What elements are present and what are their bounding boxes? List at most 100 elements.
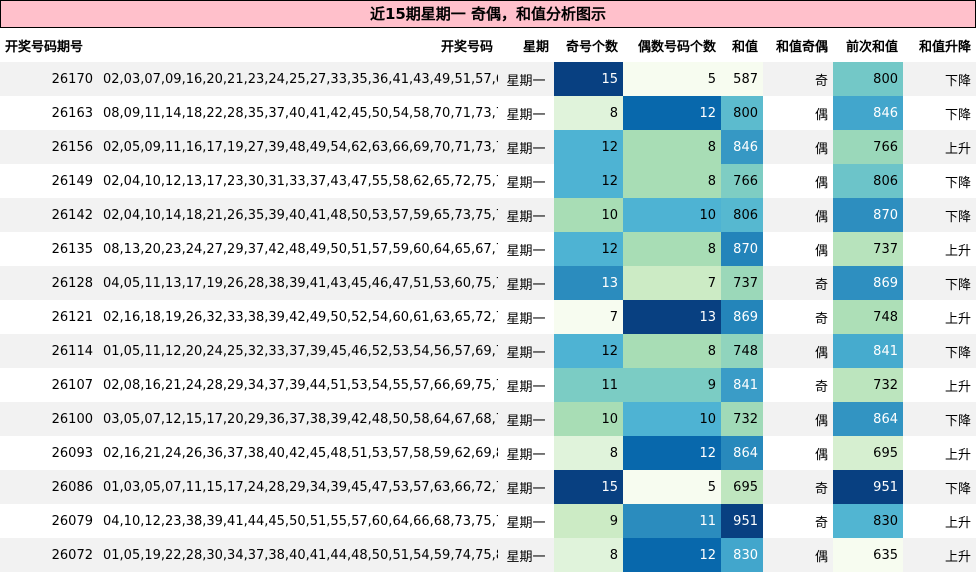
cell-issue: 26128 xyxy=(0,266,98,300)
cell-weekday: 星期一 xyxy=(498,402,554,436)
cell-numbers: 02,16,21,24,26,36,37,38,40,42,45,48,51,5… xyxy=(98,436,498,470)
table-row[interactable]: 26156 02,05,09,11,16,17,19,27,39,48,49,54… xyxy=(0,130,976,164)
header-odd-count[interactable]: 奇号个数 xyxy=(554,28,623,62)
table-row[interactable]: 26121 02,16,18,19,26,32,33,38,39,42,49,50… xyxy=(0,300,976,334)
cell-sum-parity: 偶 xyxy=(763,164,833,198)
cell-sum-parity: 偶 xyxy=(763,232,833,266)
header-numbers[interactable]: 开奖号码 xyxy=(98,28,498,62)
cell-even-count: 10 xyxy=(623,402,721,436)
cell-sum-parity: 奇 xyxy=(763,266,833,300)
cell-trend: 下降 xyxy=(903,334,976,368)
cell-sum-parity: 偶 xyxy=(763,334,833,368)
cell-even-count: 8 xyxy=(623,232,721,266)
cell-even-count: 10 xyxy=(623,198,721,232)
cell-prev-sum: 951 xyxy=(833,470,903,504)
cell-prev-sum: 846 xyxy=(833,96,903,130)
cell-sum: 869 xyxy=(721,300,763,334)
table-row[interactable]: 26149 02,04,10,12,13,17,23,30,31,33,37,43… xyxy=(0,164,976,198)
cell-prev-sum: 841 xyxy=(833,334,903,368)
cell-trend: 下降 xyxy=(903,198,976,232)
cell-trend: 上升 xyxy=(903,300,976,334)
cell-prev-sum: 748 xyxy=(833,300,903,334)
cell-sum: 830 xyxy=(721,538,763,572)
cell-even-count: 8 xyxy=(623,334,721,368)
cell-odd-count: 7 xyxy=(554,300,623,334)
header-prev-sum[interactable]: 前次和值 xyxy=(833,28,903,62)
cell-sum-parity: 奇 xyxy=(763,470,833,504)
cell-odd-count: 12 xyxy=(554,164,623,198)
cell-numbers: 02,04,10,12,13,17,23,30,31,33,37,43,47,5… xyxy=(98,164,498,198)
cell-numbers: 02,16,18,19,26,32,33,38,39,42,49,50,52,5… xyxy=(98,300,498,334)
cell-numbers: 02,04,10,14,18,21,26,35,39,40,41,48,50,5… xyxy=(98,198,498,232)
cell-prev-sum: 766 xyxy=(833,130,903,164)
cell-even-count: 7 xyxy=(623,266,721,300)
cell-sum-parity: 偶 xyxy=(763,402,833,436)
cell-weekday: 星期一 xyxy=(498,334,554,368)
cell-odd-count: 13 xyxy=(554,266,623,300)
cell-sum-parity: 奇 xyxy=(763,300,833,334)
cell-trend: 上升 xyxy=(903,130,976,164)
cell-odd-count: 15 xyxy=(554,470,623,504)
cell-issue: 26114 xyxy=(0,334,98,368)
cell-prev-sum: 695 xyxy=(833,436,903,470)
table-row[interactable]: 26072 01,05,19,22,28,30,34,37,38,40,41,44… xyxy=(0,538,976,572)
cell-trend: 上升 xyxy=(903,436,976,470)
cell-trend: 下降 xyxy=(903,96,976,130)
cell-prev-sum: 870 xyxy=(833,198,903,232)
cell-sum: 695 xyxy=(721,470,763,504)
cell-even-count: 9 xyxy=(623,368,721,402)
table-row[interactable]: 26114 01,05,11,12,20,24,25,32,33,37,39,45… xyxy=(0,334,976,368)
cell-odd-count: 12 xyxy=(554,130,623,164)
cell-numbers: 03,05,07,12,15,17,20,29,36,37,38,39,42,4… xyxy=(98,402,498,436)
table-row[interactable]: 26163 08,09,11,14,18,22,28,35,37,40,41,42… xyxy=(0,96,976,130)
header-weekday[interactable]: 星期 xyxy=(498,28,554,62)
table-row[interactable]: 26135 08,13,20,23,24,27,29,37,42,48,49,50… xyxy=(0,232,976,266)
cell-sum-parity: 偶 xyxy=(763,436,833,470)
table-row[interactable]: 26079 04,10,12,23,38,39,41,44,45,50,51,55… xyxy=(0,504,976,538)
table-row[interactable]: 26107 02,08,16,21,24,28,29,34,37,39,44,51… xyxy=(0,368,976,402)
cell-issue: 26156 xyxy=(0,130,98,164)
cell-weekday: 星期一 xyxy=(498,368,554,402)
cell-odd-count: 12 xyxy=(554,334,623,368)
header-even-count[interactable]: 偶数号码个数 xyxy=(623,28,721,62)
cell-sum-parity: 偶 xyxy=(763,538,833,572)
cell-trend: 下降 xyxy=(903,402,976,436)
table-row[interactable]: 26170 02,03,07,09,16,20,21,23,24,25,27,33… xyxy=(0,62,976,96)
cell-trend: 下降 xyxy=(903,470,976,504)
header-trend[interactable]: 和值升降 xyxy=(903,28,976,62)
cell-issue: 26149 xyxy=(0,164,98,198)
table-row[interactable]: 26086 01,03,05,07,11,15,17,24,28,29,34,39… xyxy=(0,470,976,504)
cell-sum-parity: 奇 xyxy=(763,368,833,402)
cell-sum: 841 xyxy=(721,368,763,402)
table-row[interactable]: 26093 02,16,21,24,26,36,37,38,40,42,45,48… xyxy=(0,436,976,470)
sheet-title: 近15期星期一 奇偶，和值分析图示 xyxy=(0,0,976,28)
cell-weekday: 星期一 xyxy=(498,232,554,266)
cell-numbers: 02,08,16,21,24,28,29,34,37,39,44,51,53,5… xyxy=(98,368,498,402)
cell-issue: 26100 xyxy=(0,402,98,436)
cell-even-count: 5 xyxy=(623,62,721,96)
cell-issue: 26107 xyxy=(0,368,98,402)
header-issue[interactable]: 开奖号码期号 xyxy=(0,28,98,62)
cell-numbers: 01,05,19,22,28,30,34,37,38,40,41,44,48,5… xyxy=(98,538,498,572)
cell-odd-count: 8 xyxy=(554,538,623,572)
table-row[interactable]: 26142 02,04,10,14,18,21,26,35,39,40,41,48… xyxy=(0,198,976,232)
header-sum-parity[interactable]: 和值奇偶 xyxy=(763,28,833,62)
header-row: 开奖号码期号 开奖号码 星期 奇号个数 偶数号码个数 和值 和值奇偶 前次和值 … xyxy=(0,28,976,62)
cell-issue: 26079 xyxy=(0,504,98,538)
cell-odd-count: 8 xyxy=(554,436,623,470)
cell-odd-count: 11 xyxy=(554,368,623,402)
table-row[interactable]: 26128 04,05,11,13,17,19,26,28,38,39,41,43… xyxy=(0,266,976,300)
cell-sum-parity: 奇 xyxy=(763,504,833,538)
header-sum[interactable]: 和值 xyxy=(721,28,763,62)
cell-numbers: 08,09,11,14,18,22,28,35,37,40,41,42,45,5… xyxy=(98,96,498,130)
cell-prev-sum: 869 xyxy=(833,266,903,300)
table-row[interactable]: 26100 03,05,07,12,15,17,20,29,36,37,38,39… xyxy=(0,402,976,436)
cell-weekday: 星期一 xyxy=(498,300,554,334)
cell-sum: 732 xyxy=(721,402,763,436)
cell-prev-sum: 635 xyxy=(833,538,903,572)
cell-sum: 846 xyxy=(721,130,763,164)
cell-weekday: 星期一 xyxy=(498,266,554,300)
cell-even-count: 11 xyxy=(623,504,721,538)
cell-sum-parity: 偶 xyxy=(763,198,833,232)
